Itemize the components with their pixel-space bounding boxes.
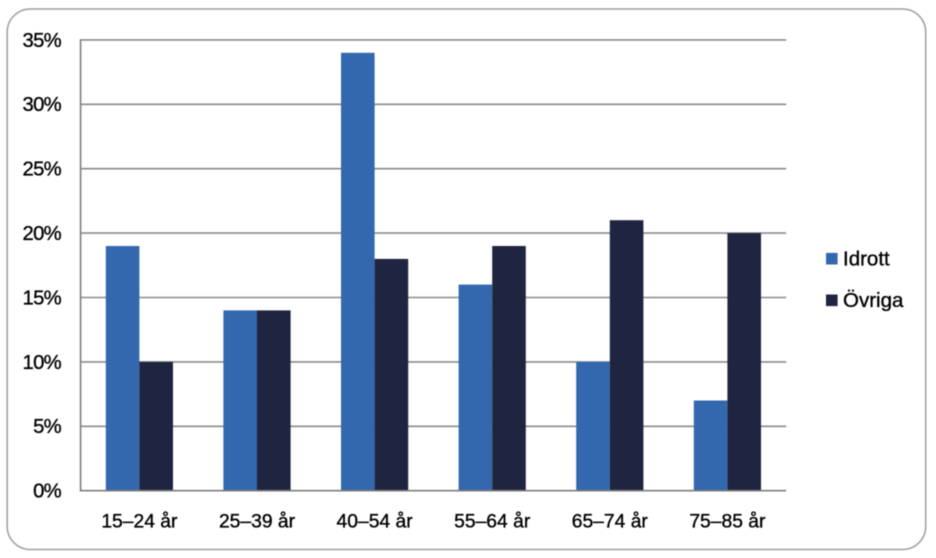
svg-text:15%: 15% [23, 287, 62, 309]
svg-text:Övriga: Övriga [843, 289, 904, 312]
svg-text:55–64 år: 55–64 år [454, 511, 531, 533]
svg-text:20%: 20% [23, 223, 62, 245]
svg-text:5%: 5% [33, 416, 62, 438]
svg-text:40–54 år: 40–54 år [337, 511, 414, 533]
svg-text:25%: 25% [23, 159, 62, 181]
svg-text:25–39 år: 25–39 år [219, 511, 296, 533]
svg-text:75–85 år: 75–85 år [689, 511, 766, 533]
svg-text:35%: 35% [23, 30, 62, 52]
svg-text:Idrott: Idrott [843, 247, 890, 270]
svg-text:10%: 10% [23, 352, 62, 374]
svg-text:65–74 år: 65–74 år [572, 511, 649, 533]
svg-text:15–24 år: 15–24 år [101, 511, 178, 533]
svg-text:30%: 30% [23, 94, 62, 116]
svg-text:0%: 0% [33, 481, 62, 503]
